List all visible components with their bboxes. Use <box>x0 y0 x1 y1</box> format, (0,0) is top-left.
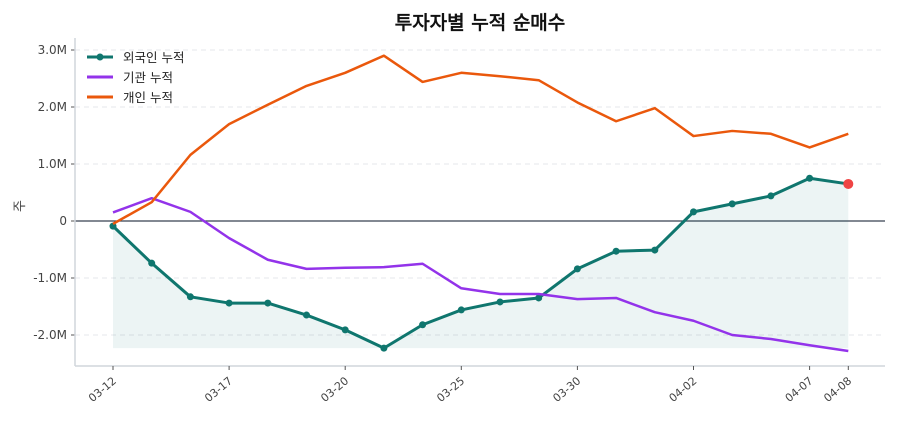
data-point <box>457 306 465 314</box>
data-point <box>651 246 659 254</box>
data-point <box>109 222 117 230</box>
x-tick-label: 04-08 <box>821 374 854 405</box>
x-tick-label: 03-17 <box>202 374 235 405</box>
data-point <box>341 326 349 334</box>
x-tick-label: 04-07 <box>783 374 816 405</box>
legend-label: 외국인 누적 <box>123 50 184 65</box>
legend-marker <box>96 53 104 61</box>
legend-label: 기관 누적 <box>123 70 173 85</box>
data-point <box>728 200 736 208</box>
legend-label: 개인 누적 <box>123 90 173 105</box>
series-line-1 <box>111 176 849 350</box>
data-point <box>612 247 620 255</box>
data-point <box>264 299 272 307</box>
x-tick-label: 03-25 <box>434 374 467 405</box>
data-point <box>535 294 543 302</box>
y-tick-label: 3.0M <box>38 43 67 57</box>
chart-title: 투자자별 누적 순매수 <box>395 12 566 34</box>
data-point <box>806 174 814 182</box>
series-line-3 <box>112 54 849 225</box>
x-tick-label: 03-30 <box>550 374 583 405</box>
series-fill-area <box>113 178 849 349</box>
data-point <box>380 344 388 352</box>
y-tick-label: 1.0M <box>38 157 67 171</box>
data-point <box>767 192 775 200</box>
data-point <box>690 208 697 216</box>
y-tick-label: -1.0M <box>33 271 67 285</box>
data-point <box>419 321 427 329</box>
y-tick-label: 2.0M <box>38 100 67 114</box>
data-point <box>303 311 310 319</box>
series-line-2 <box>112 196 849 353</box>
data-point <box>148 259 156 267</box>
y-tick-label: 0 <box>59 214 67 228</box>
y-axis-label: 주 <box>13 200 28 212</box>
y-tick-label: -2.0M <box>33 328 67 342</box>
x-tick-label: 03-20 <box>318 374 351 405</box>
data-point <box>225 299 233 307</box>
x-tick-label: 04-02 <box>667 374 700 405</box>
data-point <box>186 293 194 301</box>
x-tick-label: 03-12 <box>86 374 119 405</box>
data-point <box>496 298 504 306</box>
last-point-marker <box>843 178 854 189</box>
data-point <box>573 265 581 273</box>
